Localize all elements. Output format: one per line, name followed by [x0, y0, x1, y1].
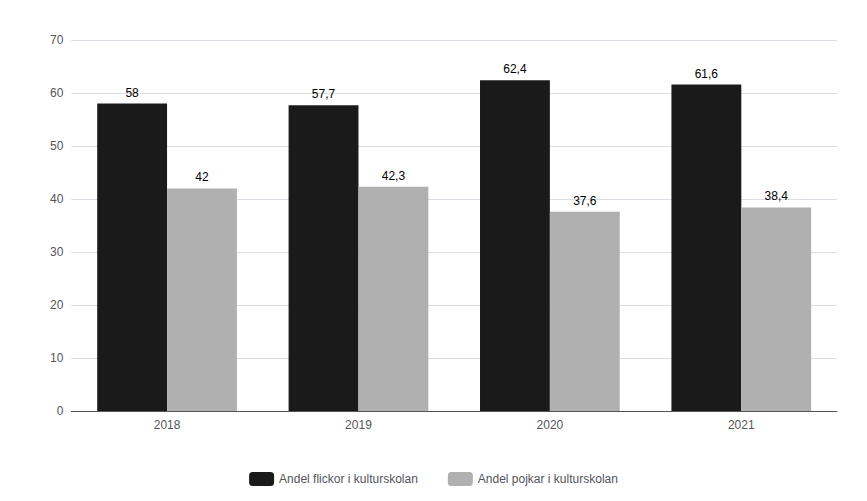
svg-text:50: 50 [50, 139, 64, 153]
svg-text:2020: 2020 [537, 418, 564, 432]
svg-text:2021: 2021 [728, 418, 755, 432]
svg-text:2019: 2019 [345, 418, 372, 432]
svg-text:10: 10 [50, 351, 64, 365]
svg-text:Andel pojkar i kulturskolan: Andel pojkar i kulturskolan [478, 472, 618, 486]
svg-text:42,3: 42,3 [382, 169, 406, 183]
svg-text:62,4: 62,4 [503, 62, 527, 76]
svg-text:20: 20 [50, 298, 64, 312]
svg-text:Andel flickor i kulturskolan: Andel flickor i kulturskolan [279, 472, 418, 486]
svg-text:0: 0 [57, 404, 64, 418]
svg-text:57,7: 57,7 [312, 87, 336, 101]
svg-text:70: 70 [50, 33, 64, 47]
svg-text:30: 30 [50, 245, 64, 259]
svg-text:38,4: 38,4 [765, 189, 789, 203]
svg-text:58: 58 [125, 86, 139, 100]
svg-text:40: 40 [50, 192, 64, 206]
svg-text:42: 42 [195, 170, 209, 184]
svg-text:37,6: 37,6 [573, 194, 597, 208]
svg-text:60: 60 [50, 86, 64, 100]
svg-text:2018: 2018 [154, 418, 181, 432]
svg-text:61,6: 61,6 [695, 67, 719, 81]
